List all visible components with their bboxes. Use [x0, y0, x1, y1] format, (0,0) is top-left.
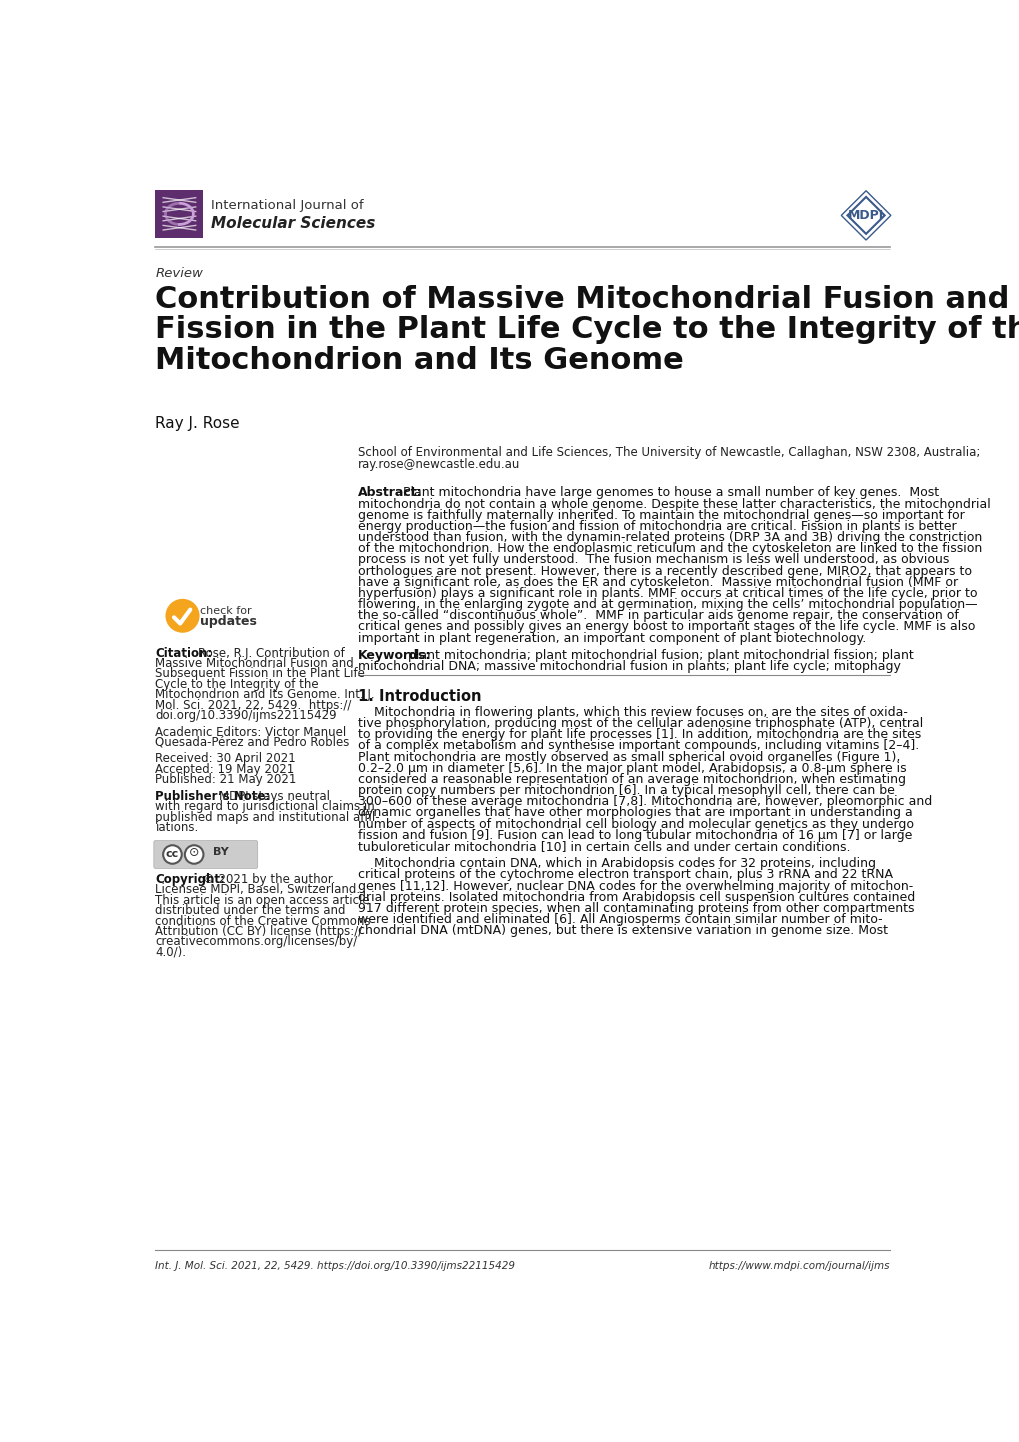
Text: chondrial DNA (mtDNA) genes, but there is extensive variation in genome size. Mo: chondrial DNA (mtDNA) genes, but there i…	[358, 924, 887, 937]
Text: This article is an open access article: This article is an open access article	[155, 894, 370, 907]
Text: https://www.mdpi.com/journal/ijms: https://www.mdpi.com/journal/ijms	[708, 1262, 890, 1272]
Text: Molecular Sciences: Molecular Sciences	[211, 216, 375, 231]
Text: International Journal of: International Journal of	[211, 199, 364, 212]
Text: Mitochondria in flowering plants, which this review focuses on, are the sites of: Mitochondria in flowering plants, which …	[358, 707, 907, 720]
Text: 300–600 of these average mitochondria [7,8]. Mitochondria are, however, pleomorp: 300–600 of these average mitochondria [7…	[358, 795, 931, 808]
Text: Academic Editors: Victor Manuel: Academic Editors: Victor Manuel	[155, 725, 346, 738]
Text: mitochondria do not contain a whole genome. Despite these latter characteristics: mitochondria do not contain a whole geno…	[358, 497, 989, 510]
Text: with regard to jurisdictional claims in: with regard to jurisdictional claims in	[155, 800, 375, 813]
Text: Published: 21 May 2021: Published: 21 May 2021	[155, 773, 297, 786]
Text: Quesada-Pérez and Pedro Robles: Quesada-Pérez and Pedro Robles	[155, 735, 350, 748]
Text: orthologues are not present. However, there is a recently described gene, MIRO2,: orthologues are not present. However, th…	[358, 565, 971, 578]
Text: Keywords:: Keywords:	[358, 649, 431, 662]
Text: Contribution of Massive Mitochondrial Fusion and Subsequent: Contribution of Massive Mitochondrial Fu…	[155, 284, 1019, 314]
Text: iations.: iations.	[155, 820, 199, 833]
Text: of a complex metabolism and synthesise important compounds, including vitamins [: of a complex metabolism and synthesise i…	[358, 740, 918, 753]
Text: Cycle to the Integrity of the: Cycle to the Integrity of the	[155, 678, 319, 691]
Circle shape	[163, 845, 181, 864]
Text: 917 different protein species, when all contaminating proteins from other compar: 917 different protein species, when all …	[358, 901, 913, 914]
Text: Mol. Sci. 2021, 22, 5429.  https://: Mol. Sci. 2021, 22, 5429. https://	[155, 698, 352, 711]
Text: Massive Mitochondrial Fusion and: Massive Mitochondrial Fusion and	[155, 658, 354, 671]
Text: MDPI: MDPI	[847, 209, 883, 222]
Text: Plant mitochondria have large genomes to house a small number of key genes.  Mos: Plant mitochondria have large genomes to…	[403, 486, 937, 499]
Text: Rose, R.J. Contribution of: Rose, R.J. Contribution of	[198, 646, 344, 659]
Text: considered a reasonable representation of an average mitochondrion, when estimat: considered a reasonable representation o…	[358, 773, 905, 786]
Text: Mitochondrion and Its Genome: Mitochondrion and Its Genome	[155, 346, 684, 375]
Text: of the mitochondrion. How the endoplasmic reticulum and the cytoskeleton are lin: of the mitochondrion. How the endoplasmi…	[358, 542, 981, 555]
Text: critical genes and possibly gives an energy boost to important stages of the lif: critical genes and possibly gives an ene…	[358, 620, 974, 633]
Text: mitochondrial DNA; massive mitochondrial fusion in plants; plant life cycle; mit: mitochondrial DNA; massive mitochondrial…	[358, 659, 900, 672]
Text: updates: updates	[200, 616, 257, 629]
Polygon shape	[847, 198, 883, 234]
Text: School of Environmental and Life Sciences, The University of Newcastle, Callagha: School of Environmental and Life Science…	[358, 447, 979, 460]
Text: Attribution (CC BY) license (https://: Attribution (CC BY) license (https://	[155, 924, 363, 937]
Text: Received: 30 April 2021: Received: 30 April 2021	[155, 753, 296, 766]
Text: were identified and eliminated [6]. All Angiosperms contain similar number of mi: were identified and eliminated [6]. All …	[358, 913, 881, 926]
Text: Licensee MDPI, Basel, Switzerland.: Licensee MDPI, Basel, Switzerland.	[155, 884, 360, 897]
Text: Abstract:: Abstract:	[358, 486, 422, 499]
Text: © 2021 by the author.: © 2021 by the author.	[203, 872, 335, 885]
Text: Copyright:: Copyright:	[155, 872, 225, 885]
Text: process is not yet fully understood.  The fusion mechanism is less well understo: process is not yet fully understood. The…	[358, 554, 948, 567]
Text: ray.rose@newcastle.edu.au: ray.rose@newcastle.edu.au	[358, 459, 520, 472]
Text: drial proteins. Isolated mitochondria from Arabidopsis cell suspension cultures : drial proteins. Isolated mitochondria fr…	[358, 891, 914, 904]
Text: tubuloreticular mitochondria [10] in certain cells and under certain conditions.: tubuloreticular mitochondria [10] in cer…	[358, 839, 850, 852]
Text: flowering, in the enlarging zygote and at germination, mixing the cells’ mitocho: flowering, in the enlarging zygote and a…	[358, 598, 976, 611]
Text: Publisher’s Note:: Publisher’s Note:	[155, 790, 270, 803]
Text: understood than fusion, with the dynamin-related proteins (DRP 3A and 3B) drivin: understood than fusion, with the dynamin…	[358, 531, 981, 544]
Text: genes [11,12]. However, nuclear DNA codes for the overwhelming majority of mitoc: genes [11,12]. However, nuclear DNA code…	[358, 880, 912, 893]
Text: Ray J. Rose: Ray J. Rose	[155, 415, 239, 431]
Text: have a significant role, as does the ER and cytoskeleton.  Massive mitochondrial: have a significant role, as does the ER …	[358, 575, 957, 588]
Text: cc: cc	[166, 849, 179, 859]
Text: Subsequent Fission in the Plant Life: Subsequent Fission in the Plant Life	[155, 668, 365, 681]
Circle shape	[184, 845, 203, 864]
Text: fission and fusion [9]. Fusion can lead to long tubular mitochondria of 16 μm [7: fission and fusion [9]. Fusion can lead …	[358, 829, 911, 842]
Text: Review: Review	[155, 267, 203, 280]
Text: Mitochondrion and Its Genome. Int. J.: Mitochondrion and Its Genome. Int. J.	[155, 688, 375, 701]
Text: 0.2–2.0 μm in diameter [5,6]. In the major plant model, Arabidopsis, a 0.8-μm sp: 0.2–2.0 μm in diameter [5,6]. In the maj…	[358, 761, 906, 774]
Text: Fission in the Plant Life Cycle to the Integrity of the: Fission in the Plant Life Cycle to the I…	[155, 316, 1019, 345]
Text: 4.0/).: 4.0/).	[155, 946, 186, 959]
Text: doi.org/10.3390/ijms22115429: doi.org/10.3390/ijms22115429	[155, 709, 336, 722]
Text: the so-called “discontinuous whole”.  MMF in particular aids genome repair, the : the so-called “discontinuous whole”. MMF…	[358, 610, 958, 623]
FancyBboxPatch shape	[154, 841, 258, 868]
Text: 1. Introduction: 1. Introduction	[358, 689, 481, 704]
Text: Accepted: 19 May 2021: Accepted: 19 May 2021	[155, 763, 294, 776]
Circle shape	[165, 598, 200, 633]
Text: Plant mitochondria are mostly observed as small spherical ovoid organelles (Figu: Plant mitochondria are mostly observed a…	[358, 750, 899, 764]
Text: MDPI stays neutral: MDPI stays neutral	[219, 790, 329, 803]
Text: important in plant regeneration, an important component of plant biotechnology.: important in plant regeneration, an impo…	[358, 632, 865, 645]
Text: distributed under the terms and: distributed under the terms and	[155, 904, 345, 917]
Text: published maps and institutional affil-: published maps and institutional affil-	[155, 810, 380, 823]
Text: Citation:: Citation:	[155, 646, 212, 659]
FancyBboxPatch shape	[155, 190, 203, 238]
Text: Int. J. Mol. Sci. 2021, 22, 5429. https://doi.org/10.3390/ijms22115429: Int. J. Mol. Sci. 2021, 22, 5429. https:…	[155, 1262, 515, 1272]
Text: dynamic organelles that have other morphologies that are important in understand: dynamic organelles that have other morph…	[358, 806, 912, 819]
Text: genome is faithfully maternally inherited. To maintain the mitochondrial genes—s: genome is faithfully maternally inherite…	[358, 509, 964, 522]
Text: energy production—the fusion and fission of mitochondria are critical. Fission i: energy production—the fusion and fission…	[358, 521, 956, 534]
Text: check for: check for	[200, 606, 252, 616]
Text: Mitochondria contain DNA, which in Arabidopsis codes for 32 proteins, including: Mitochondria contain DNA, which in Arabi…	[358, 857, 875, 870]
Text: protein copy numbers per mitochondrion [6]. In a typical mesophyll cell, there c: protein copy numbers per mitochondrion […	[358, 784, 894, 797]
Text: hyperfusion) plays a significant role in plants. MMF occurs at critical times of: hyperfusion) plays a significant role in…	[358, 587, 976, 600]
Text: critical proteins of the cytochrome electron transport chain, plus 3 rRNA and 22: critical proteins of the cytochrome elec…	[358, 868, 892, 881]
Text: ⊙: ⊙	[189, 846, 199, 859]
Text: creativecommons.org/licenses/by/: creativecommons.org/licenses/by/	[155, 936, 358, 949]
Text: to providing the energy for plant life processes [1]. In addition, mitochondria : to providing the energy for plant life p…	[358, 728, 920, 741]
Text: plant mitochondria; plant mitochondrial fusion; plant mitochondrial fission; pla: plant mitochondria; plant mitochondrial …	[408, 649, 913, 662]
Text: BY: BY	[212, 848, 228, 857]
Text: conditions of the Creative Commons: conditions of the Creative Commons	[155, 914, 371, 927]
Text: tive phosphorylation, producing most of the cellular adenosine triphosphate (ATP: tive phosphorylation, producing most of …	[358, 717, 922, 730]
Text: number of aspects of mitochondrial cell biology and molecular genetics as they u: number of aspects of mitochondrial cell …	[358, 818, 913, 831]
